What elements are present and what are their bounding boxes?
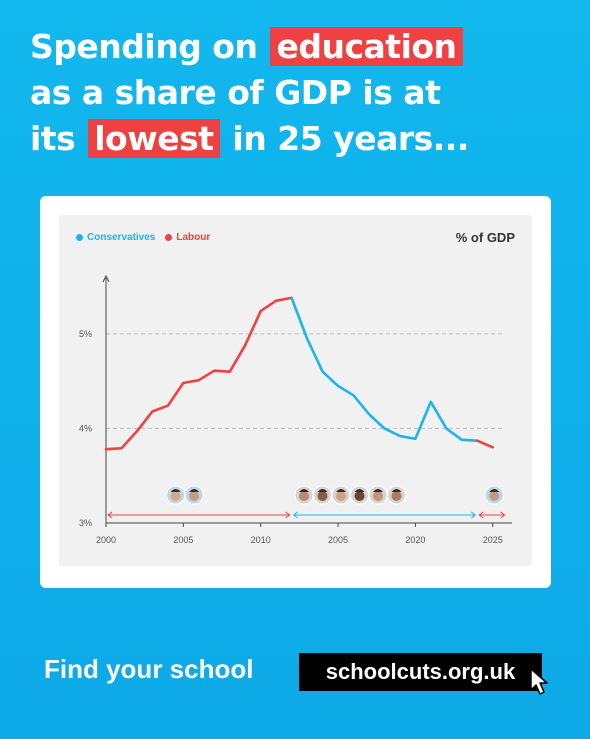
x-tick-label: 2005 bbox=[328, 535, 348, 545]
portrait-hair-icon bbox=[317, 489, 328, 492]
portrait-face-icon bbox=[489, 491, 500, 501]
headline-text: in 25 years... bbox=[221, 119, 469, 158]
portrait-face-icon bbox=[317, 491, 328, 501]
arrow-right-icon bbox=[470, 511, 477, 519]
headline-highlight-lowest: lowest bbox=[88, 119, 220, 158]
x-tick-label: 2020 bbox=[405, 535, 425, 545]
series-line-labour bbox=[104, 296, 293, 451]
legend-label-conservatives: Conservatives bbox=[87, 232, 156, 243]
arrow-left-icon bbox=[478, 511, 484, 519]
x-tick-label: 2010 bbox=[251, 535, 271, 545]
schoolcuts-link[interactable]: schoolcuts.org.uk bbox=[299, 653, 542, 691]
portrait-face-icon bbox=[170, 491, 181, 501]
labour-dot-icon bbox=[165, 234, 173, 241]
portrait-face-icon bbox=[391, 491, 402, 501]
legend-item-labour: Labour bbox=[165, 232, 210, 243]
portrait-hair-icon bbox=[489, 489, 500, 492]
line-chart: 3% 4% 5% 2000 2005 2010 2005 2020 2025 bbox=[79, 274, 512, 545]
series-line-conservatives bbox=[290, 296, 479, 442]
portrait-hair-icon bbox=[170, 489, 181, 492]
headline-line-1: Spending on education bbox=[30, 24, 570, 70]
x-tick-label: 2000 bbox=[96, 535, 116, 545]
headline: Spending on education as a share of GDP … bbox=[30, 24, 570, 162]
y-tick-label: 4% bbox=[79, 423, 92, 433]
portrait-hair-icon bbox=[336, 489, 346, 492]
arrow-right-icon bbox=[500, 511, 506, 519]
headline-line-3: its lowest in 25 years... bbox=[30, 116, 570, 162]
chart-unit-label: % of GDP bbox=[455, 230, 515, 245]
legend-label-labour: Labour bbox=[176, 232, 211, 243]
chart-panel bbox=[59, 215, 532, 566]
headline-highlight-education: education bbox=[270, 27, 463, 66]
chart-legend: Conservatives Labour bbox=[76, 232, 210, 243]
arrow-left-icon bbox=[107, 511, 113, 519]
mouse-pointer-icon bbox=[530, 668, 548, 695]
headline-text: its bbox=[30, 119, 87, 158]
headline-line-2: as a share of GDP is at bbox=[30, 73, 441, 112]
arrow-left-icon bbox=[292, 511, 298, 519]
portrait-face-icon bbox=[354, 491, 365, 501]
portrait-hair-icon bbox=[189, 489, 200, 492]
y-tick-label: 5% bbox=[79, 329, 92, 339]
portrait-hair-icon bbox=[354, 489, 365, 492]
portrait-face-icon bbox=[189, 491, 200, 501]
find-your-school-text: Find your school bbox=[44, 654, 254, 684]
x-tick-label: 2005 bbox=[173, 535, 193, 545]
headline-text: Spending on bbox=[30, 27, 269, 66]
y-tick-label: 3% bbox=[79, 518, 92, 528]
portrait-face-icon bbox=[336, 491, 346, 501]
arrow-right-icon bbox=[285, 511, 291, 519]
portrait-hair-icon bbox=[391, 489, 402, 492]
x-tick-label: 2025 bbox=[483, 535, 503, 545]
series-line-labour bbox=[476, 439, 494, 449]
portrait-face-icon bbox=[373, 491, 383, 501]
portrait-face-icon bbox=[299, 491, 309, 501]
legend-item-conservatives: Conservatives bbox=[76, 232, 155, 243]
conservatives-dot-icon bbox=[76, 234, 83, 241]
portrait-hair-icon bbox=[299, 489, 309, 492]
y-axis-arrow-icon bbox=[102, 274, 110, 283]
portrait-hair-icon bbox=[373, 489, 383, 492]
